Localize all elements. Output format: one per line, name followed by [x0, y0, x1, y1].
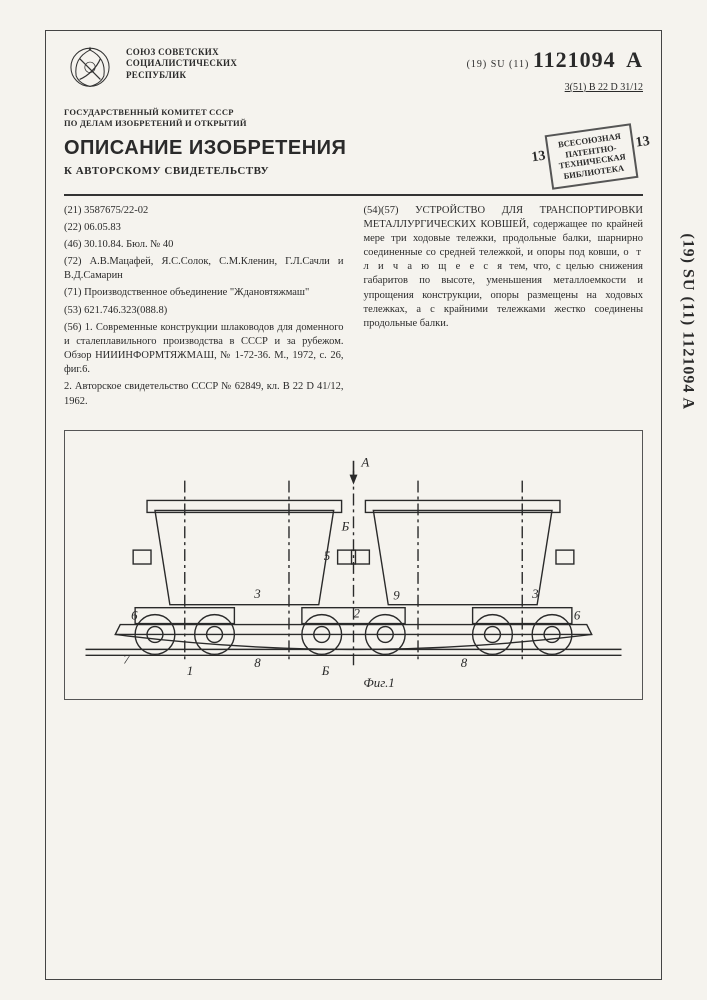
field-22: (22) 06.05.83: [64, 221, 344, 235]
union-name: СОЮЗ СОВЕТСКИХ СОЦИАЛИСТИЧЕСКИХ РЕСПУБЛИ…: [126, 43, 237, 81]
svg-text:Б: Б: [341, 519, 350, 533]
field-53: (53) 621.746.323(088.8): [64, 304, 344, 318]
main-title: ОПИСАНИЕ ИЗОБРЕТЕНИЯ: [64, 135, 346, 162]
divider-rule: [64, 194, 643, 196]
svg-text:8: 8: [461, 656, 468, 670]
title-block: ОПИСАНИЕ ИЗОБРЕТЕНИЯ К АВТОРСКОМУ СВИДЕТ…: [64, 135, 346, 179]
right-column: (54)(57) УСТРОЙСТВО ДЛЯ ТРАНСПОРТИРОВКИ …: [364, 204, 644, 412]
svg-text:2: 2: [354, 606, 361, 620]
svg-text:8: 8: [254, 656, 261, 670]
figure-1: А Б Б 1 2 3 3 5 6 6 7 8 8 9 Фиг.1: [64, 430, 643, 700]
svg-text:7: 7: [123, 652, 130, 666]
library-stamp: 13 13 ВСЕСОЮЗНАЯ ПАТЕНТНО- ТЕХНИЧЕСКАЯ Б…: [544, 123, 638, 189]
svg-text:9: 9: [393, 589, 400, 603]
committee-name: ГОСУДАРСТВЕННЫЙ КОМИТЕТ СССР ПО ДЕЛАМ ИЗ…: [64, 107, 643, 129]
field-72: (72) А.В.Мацафей, Я.С.Солок, С.М.Кленин,…: [64, 255, 344, 283]
publication-number-block: (19) SU (11) 1121094 A 3(51) B 22 D 31/1…: [467, 43, 643, 94]
svg-text:1: 1: [187, 664, 193, 678]
stamp-number-right: 13: [634, 133, 650, 152]
document-frame: СОЮЗ СОВЕТСКИХ СОЦИАЛИСТИЧЕСКИХ РЕСПУБЛИ…: [45, 30, 662, 980]
svg-text:3: 3: [531, 587, 538, 601]
svg-text:Б: Б: [321, 664, 330, 678]
left-column: (21) 3587675/22-02 (22) 06.05.83 (46) 30…: [64, 204, 344, 412]
sub-title: К АВТОРСКОМУ СВИДЕТЕЛЬСТВУ: [64, 164, 346, 179]
svg-text:6: 6: [574, 608, 581, 622]
pub-number: 1121094: [533, 47, 616, 72]
pub-prefix: (19) SU (11): [467, 59, 530, 70]
field-56-2: 2. Авторское свидетельство СССР № 62849,…: [64, 380, 344, 408]
svg-text:6: 6: [131, 608, 138, 622]
svg-text:Фиг.1: Фиг.1: [363, 676, 394, 690]
side-publication-label: (19) SU (11) 1121094 A: [677, 234, 699, 411]
svg-text:А: А: [360, 456, 369, 470]
field-46: (46) 30.10.84. Бюл. № 40: [64, 238, 344, 252]
pub-suffix: A: [626, 47, 643, 72]
abstract: (54)(57) УСТРОЙСТВО ДЛЯ ТРАНСПОРТИРОВКИ …: [364, 204, 644, 332]
svg-text:5: 5: [324, 549, 331, 563]
ipc-classification: 3(51) B 22 D 31/12: [467, 81, 643, 95]
state-emblem: [64, 43, 116, 95]
title-row: ОПИСАНИЕ ИЗОБРЕТЕНИЯ К АВТОРСКОМУ СВИДЕТ…: [64, 135, 643, 184]
stamp-number-left: 13: [530, 148, 546, 167]
field-71: (71) Производственное объединение "Ждано…: [64, 286, 344, 300]
field-56-1: (56) 1. Современные конструкции шлаковод…: [64, 321, 344, 378]
body-columns: (21) 3587675/22-02 (22) 06.05.83 (46) 30…: [64, 204, 643, 412]
header-row: СОЮЗ СОВЕТСКИХ СОЦИАЛИСТИЧЕСКИХ РЕСПУБЛИ…: [64, 43, 643, 95]
svg-text:3: 3: [253, 587, 260, 601]
field-21: (21) 3587675/22-02: [64, 204, 344, 218]
